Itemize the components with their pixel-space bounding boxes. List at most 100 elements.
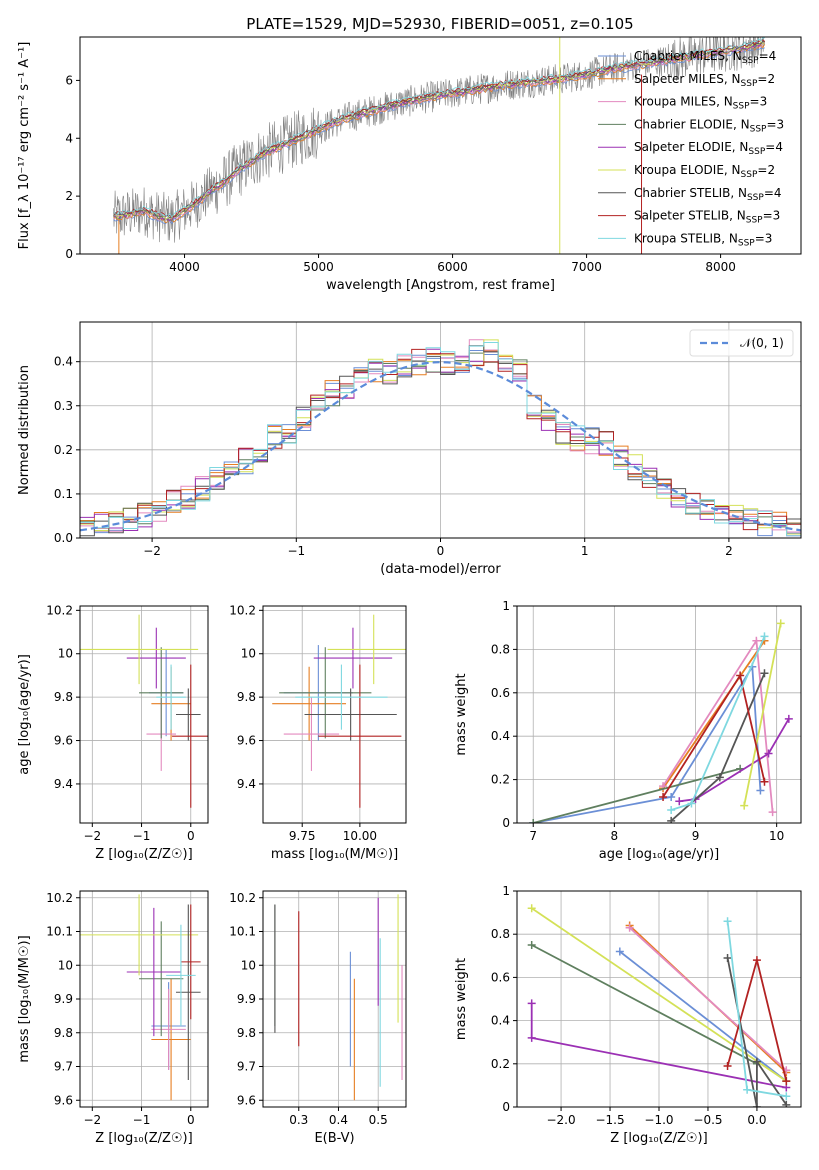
errorbar-point [176, 904, 201, 1080]
mass-weight-line [533, 663, 762, 823]
mass-weight-line [531, 944, 758, 1065]
errorbar-point [295, 664, 388, 730]
x-tick-label: 7000 [571, 260, 602, 274]
y-tick-label: 9.9 [237, 992, 256, 1006]
errorbar-point [180, 904, 201, 1020]
legend-entry: Kroupa MILES, NSSP=3 [634, 95, 767, 112]
y-tick-label: 0.2 [491, 1057, 510, 1071]
legend: Chabrier MILES, NSSP=4 Salpeter MILES, NS… [598, 49, 784, 248]
y-tick-label: 0.0 [54, 531, 73, 545]
x-axis-label: (data-model)/error [380, 562, 501, 577]
mass-weight-line [662, 640, 766, 789]
x-tick-label: −1 [287, 544, 305, 558]
axes-frame [262, 605, 407, 824]
legend-entry: Chabrier STELIB, NSSP=4 [634, 186, 782, 203]
mass-weight-marker [675, 797, 684, 806]
x-tick-label: −0.5 [693, 1113, 722, 1127]
legend-entry: Kroupa ELODIE, NSSP=2 [634, 163, 775, 180]
x-tick-label: 0.3 [289, 1113, 308, 1127]
x-tick-label: 4000 [169, 260, 200, 274]
mass-weight-marker [752, 1057, 761, 1066]
errorbar-point [156, 664, 186, 730]
errorbar-point [313, 627, 393, 689]
x-tick-label: 9.75 [289, 829, 316, 843]
x-tick-label: 7 [529, 829, 537, 843]
mass-weight-marker [760, 777, 769, 786]
y-tick-label: 10.2 [229, 891, 256, 905]
axes-frame [516, 605, 802, 824]
y-tick-label: 9.8 [237, 690, 256, 704]
x-tick-label: 0 [187, 1113, 195, 1127]
y-tick-label: 10.1 [229, 925, 256, 939]
errorbar-point [139, 921, 184, 1037]
mass-weight-marker [723, 1061, 732, 1070]
mass-weight-marker [527, 1033, 536, 1042]
y-tick-label: 0 [65, 247, 73, 261]
y-tick-label: 0.3 [54, 399, 73, 413]
mass-weight-line [726, 957, 788, 1107]
mass-weight-marker [782, 1092, 791, 1101]
y-axis-label: mass weight [454, 673, 469, 755]
plot-area [272, 614, 406, 808]
mass-weight-line [628, 927, 787, 1071]
mass-weight-line [679, 718, 790, 803]
errorbar-point [139, 647, 184, 739]
x-tick-label: 5000 [303, 260, 334, 274]
mass-weight-line [619, 950, 787, 1082]
x-tick-label: −1.5 [595, 1113, 624, 1127]
x-axis-label: wavelength [Angstrom, rest frame] [326, 278, 555, 293]
mass-weight-marker [687, 799, 696, 808]
x-tick-label: −1.0 [644, 1113, 673, 1127]
panel-age-vs-Z: −2 −1 0 9.4 9.6 9.8 10 10.2 Z [log₁₀(Z/Z☉)] age [… [17, 603, 209, 862]
mass-weight-marker [723, 953, 732, 962]
legend-entry: Chabrier ELODIE, NSSP=3 [634, 117, 784, 134]
y-tick-label: 0.8 [491, 642, 510, 656]
mass-weight-marker [760, 669, 769, 678]
mass-weight-line [743, 623, 782, 806]
y-tick-label: 0.2 [54, 443, 73, 457]
mass-weight-marker [752, 636, 761, 645]
y-tick-label: 9.6 [54, 1093, 73, 1107]
y-axis-label: age [log₁₀(age/yr)] [17, 654, 32, 775]
mass-weight-marker [667, 805, 676, 814]
x-axis-label: mass [log₁₀(M/M☉)] [271, 847, 398, 862]
mass-weight-marker [625, 923, 634, 932]
y-tick-label: 1 [502, 884, 510, 898]
plot-area [80, 614, 208, 808]
x-tick-label: −2 [83, 829, 101, 843]
legend-box [689, 329, 794, 357]
y-tick-label: 9.4 [237, 777, 256, 791]
y-tick-label: 9.8 [54, 690, 73, 704]
x-tick-label: 0.5 [369, 1113, 388, 1127]
y-tick-label: 6 [65, 73, 73, 87]
y-tick-label: 10.2 [229, 603, 256, 617]
y-tick-label: 0.4 [491, 1014, 510, 1028]
x-tick-label: 10 [769, 829, 784, 843]
mass-weight-marker [527, 999, 536, 1008]
mass-weight-marker [764, 749, 773, 758]
errorbar-point [176, 688, 201, 741]
mass-weight-line [531, 907, 787, 1082]
y-tick-label: 2 [65, 189, 73, 203]
model-spectrum-line [113, 40, 766, 222]
y-tick-label: 9.6 [237, 734, 256, 748]
mass-weight-marker [752, 1103, 761, 1107]
x-tick-label: 0 [437, 544, 445, 558]
mass-weight-marker [736, 671, 745, 680]
y-tick-label: 0.6 [491, 686, 510, 700]
x-tick-label: 8000 [705, 260, 736, 274]
mass-weight-marker [740, 801, 749, 810]
plot-area [274, 894, 403, 1101]
y-tick-label: 9.8 [54, 1026, 73, 1040]
plot-area [80, 894, 201, 1101]
y-tick-label: 9.7 [237, 1060, 256, 1074]
y-tick-label: 9.6 [54, 734, 73, 748]
x-tick-label: 2 [725, 544, 733, 558]
y-tick-label: 10.1 [46, 925, 73, 939]
mass-weight-marker [529, 819, 538, 823]
errorbar-point [172, 664, 208, 808]
y-tick-label: 0.6 [491, 970, 510, 984]
mass-weight-marker [615, 947, 624, 956]
x-tick-label: 9 [692, 829, 700, 843]
